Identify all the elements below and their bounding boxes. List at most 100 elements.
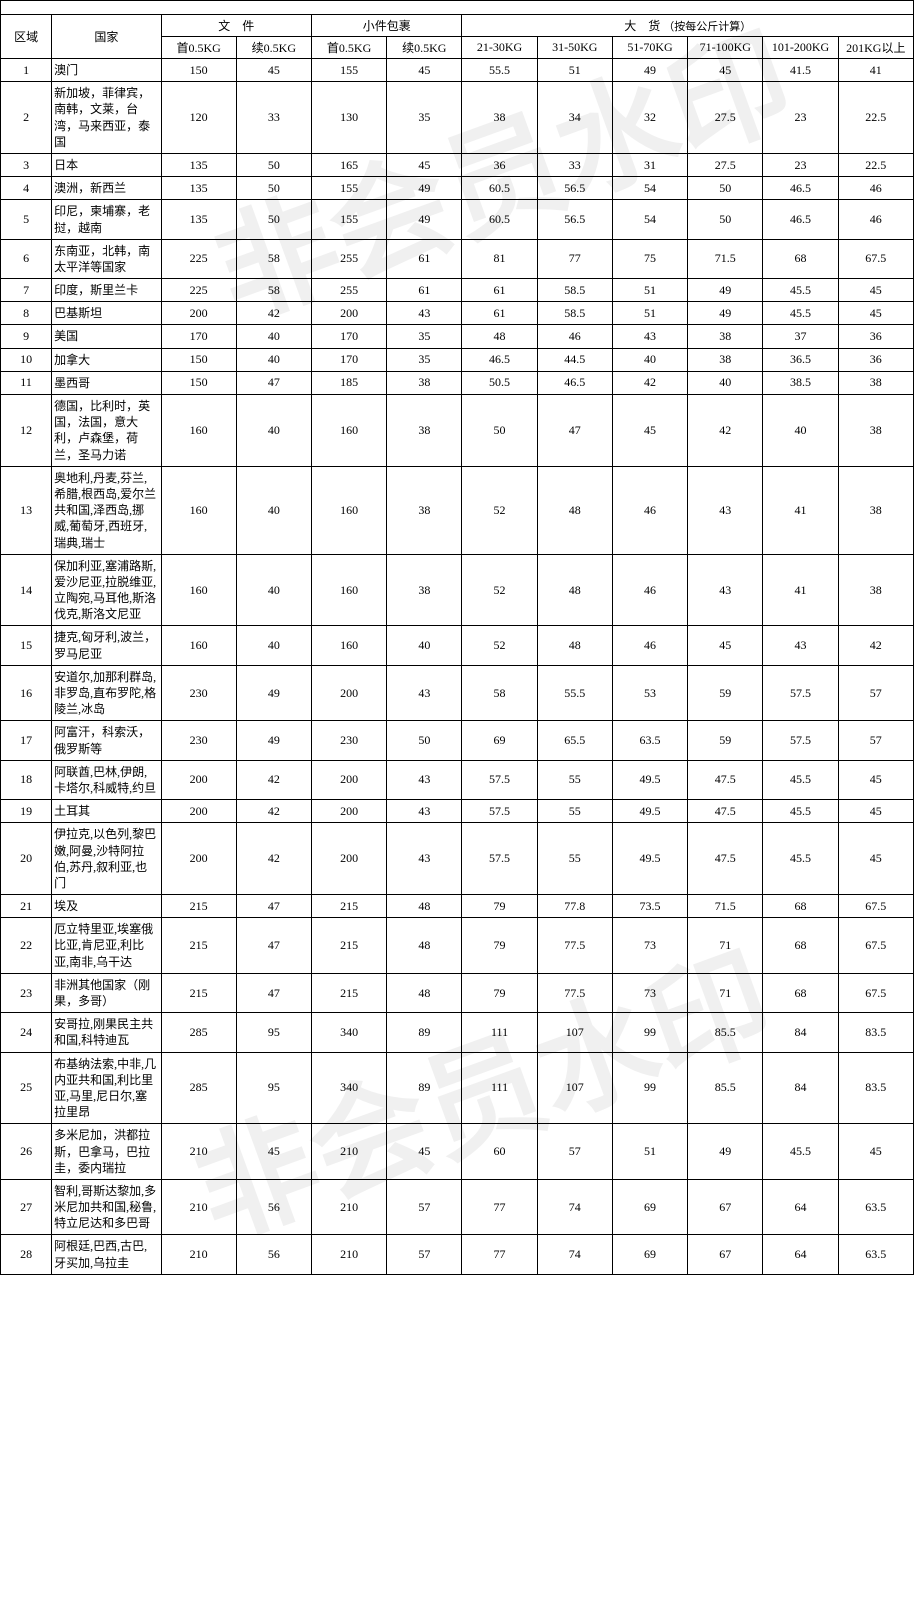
country-cell: 阿富汗，科索沃，俄罗斯等 <box>52 721 161 760</box>
rate-cell: 47 <box>236 918 311 974</box>
rate-cell: 48 <box>537 466 612 554</box>
rate-cell: 215 <box>311 973 386 1012</box>
rate-cell: 56 <box>236 1179 311 1235</box>
table-row: 24安哥拉,刚果民主共和国,科特迪瓦28595340891111079985.5… <box>1 1013 914 1052</box>
rate-cell: 63.5 <box>838 1179 913 1235</box>
rate-cell: 63.5 <box>838 1235 913 1274</box>
rate-cell: 225 <box>161 239 236 278</box>
rate-cell: 40 <box>387 626 462 665</box>
rate-cell: 45 <box>236 1124 311 1180</box>
rate-cell: 56 <box>236 1235 311 1274</box>
rate-cell: 69 <box>612 1235 687 1274</box>
country-cell: 伊拉克,以色列,黎巴嫩,阿曼,沙特阿拉伯,苏丹,叙利亚,也门 <box>52 823 161 895</box>
header-parcel-group: 小件包裹 <box>311 15 461 37</box>
rate-cell: 155 <box>311 59 386 82</box>
rate-cell: 67.5 <box>838 895 913 918</box>
rate-cell: 85.5 <box>688 1052 763 1124</box>
rate-cell: 60.5 <box>462 200 537 239</box>
rate-cell: 45 <box>387 1124 462 1180</box>
country-cell: 埃及 <box>52 895 161 918</box>
country-cell: 墨西哥 <box>52 371 161 394</box>
table-row: 6东南亚，北韩，南太平洋等国家225582556181777571.56867.… <box>1 239 914 278</box>
rate-cell: 89 <box>387 1052 462 1124</box>
country-cell: 东南亚，北韩，南太平洋等国家 <box>52 239 161 278</box>
rate-cell: 230 <box>311 721 386 760</box>
rate-cell: 160 <box>311 395 386 467</box>
rate-cell: 61 <box>462 279 537 302</box>
zone-cell: 4 <box>1 177 52 200</box>
table-row: 26多米尼加，洪都拉斯，巴拿马，巴拉圭，委内瑞拉2104521045605751… <box>1 1124 914 1180</box>
rate-cell: 225 <box>161 279 236 302</box>
rate-cell: 44.5 <box>537 348 612 371</box>
rate-cell: 23 <box>763 153 838 176</box>
rate-cell: 83.5 <box>838 1013 913 1052</box>
rate-cell: 160 <box>311 554 386 626</box>
rate-cell: 340 <box>311 1013 386 1052</box>
rate-cell: 57.5 <box>462 800 537 823</box>
rate-cell: 53 <box>612 665 687 721</box>
rate-cell: 41 <box>763 466 838 554</box>
rate-cell: 40 <box>612 348 687 371</box>
rate-cell: 200 <box>311 800 386 823</box>
rate-cell: 77.5 <box>537 918 612 974</box>
rate-cell: 120 <box>161 82 236 154</box>
rate-cell: 135 <box>161 153 236 176</box>
zone-cell: 13 <box>1 466 52 554</box>
rate-cell: 59 <box>688 721 763 760</box>
rate-cell: 95 <box>236 1052 311 1124</box>
rate-cell: 50.5 <box>462 371 537 394</box>
rate-cell: 210 <box>311 1235 386 1274</box>
table-row: 17阿富汗，科索沃，俄罗斯等23049230506965.563.55957.5… <box>1 721 914 760</box>
table-row: 20伊拉克,以色列,黎巴嫩,阿曼,沙特阿拉伯,苏丹,叙利亚,也门20042200… <box>1 823 914 895</box>
rate-cell: 57.5 <box>462 760 537 799</box>
rate-cell: 48 <box>537 626 612 665</box>
rate-cell: 170 <box>161 325 236 348</box>
rate-cell: 200 <box>311 823 386 895</box>
zone-cell: 12 <box>1 395 52 467</box>
rate-cell: 135 <box>161 200 236 239</box>
rate-cell: 50 <box>387 721 462 760</box>
rate-cell: 49 <box>612 59 687 82</box>
rate-cell: 71 <box>688 973 763 1012</box>
rate-cell: 43 <box>387 760 462 799</box>
rate-cell: 215 <box>161 973 236 1012</box>
blank-top-row <box>1 1 914 15</box>
zone-cell: 15 <box>1 626 52 665</box>
rate-cell: 45 <box>387 59 462 82</box>
header-zone: 区域 <box>1 15 52 59</box>
rate-cell: 22.5 <box>838 82 913 154</box>
rate-cell: 27.5 <box>688 153 763 176</box>
header-w2: 31-50KG <box>537 37 612 59</box>
rate-cell: 52 <box>462 554 537 626</box>
table-row: 9美国1704017035484643383736 <box>1 325 914 348</box>
table-row: 2新加坡，菲律宾，南韩，文莱，台湾，马来西亚，泰国120331303538343… <box>1 82 914 154</box>
rate-cell: 47 <box>236 371 311 394</box>
rate-cell: 215 <box>311 895 386 918</box>
rate-cell: 35 <box>387 325 462 348</box>
rate-cell: 46 <box>612 466 687 554</box>
rate-cell: 36.5 <box>763 348 838 371</box>
country-cell: 智利,哥斯达黎加,多米尼加共和国,秘鲁,特立尼达和多巴哥 <box>52 1179 161 1235</box>
rate-cell: 57 <box>387 1179 462 1235</box>
table-row: 19土耳其200422004357.55549.547.545.545 <box>1 800 914 823</box>
rate-cell: 43 <box>387 823 462 895</box>
rate-cell: 63.5 <box>612 721 687 760</box>
rate-cell: 38 <box>387 395 462 467</box>
rate-cell: 74 <box>537 1235 612 1274</box>
rate-cell: 200 <box>161 800 236 823</box>
rate-cell: 69 <box>612 1179 687 1235</box>
rate-cell: 68 <box>763 239 838 278</box>
rate-cell: 48 <box>387 895 462 918</box>
rate-cell: 57 <box>838 665 913 721</box>
rate-cell: 48 <box>387 918 462 974</box>
rate-cell: 42 <box>838 626 913 665</box>
rate-cell: 54 <box>612 200 687 239</box>
rate-cell: 230 <box>161 721 236 760</box>
rate-cell: 40 <box>763 395 838 467</box>
rate-cell: 47 <box>537 395 612 467</box>
country-cell: 阿根廷,巴西,古巴,牙买加,乌拉圭 <box>52 1235 161 1274</box>
header-parcel-cont: 续0.5KG <box>387 37 462 59</box>
zone-cell: 23 <box>1 973 52 1012</box>
table-row: 15捷克,匈牙利,波兰，罗马尼亚1604016040524846454342 <box>1 626 914 665</box>
table-row: 18阿联酋,巴林,伊朗,卡塔尔,科威特,约旦200422004357.55549… <box>1 760 914 799</box>
